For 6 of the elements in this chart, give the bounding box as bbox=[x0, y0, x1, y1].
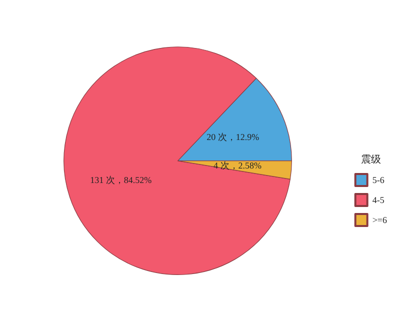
legend-label: 5-6 bbox=[372, 175, 385, 185]
data-label: 20 次，12.9% bbox=[206, 132, 260, 142]
legend-label: 4-5 bbox=[372, 195, 385, 205]
legend-label: >=6 bbox=[372, 215, 388, 225]
legend-title: 震级 bbox=[361, 154, 381, 166]
data-label: 131 次，84.52% bbox=[90, 174, 152, 185]
